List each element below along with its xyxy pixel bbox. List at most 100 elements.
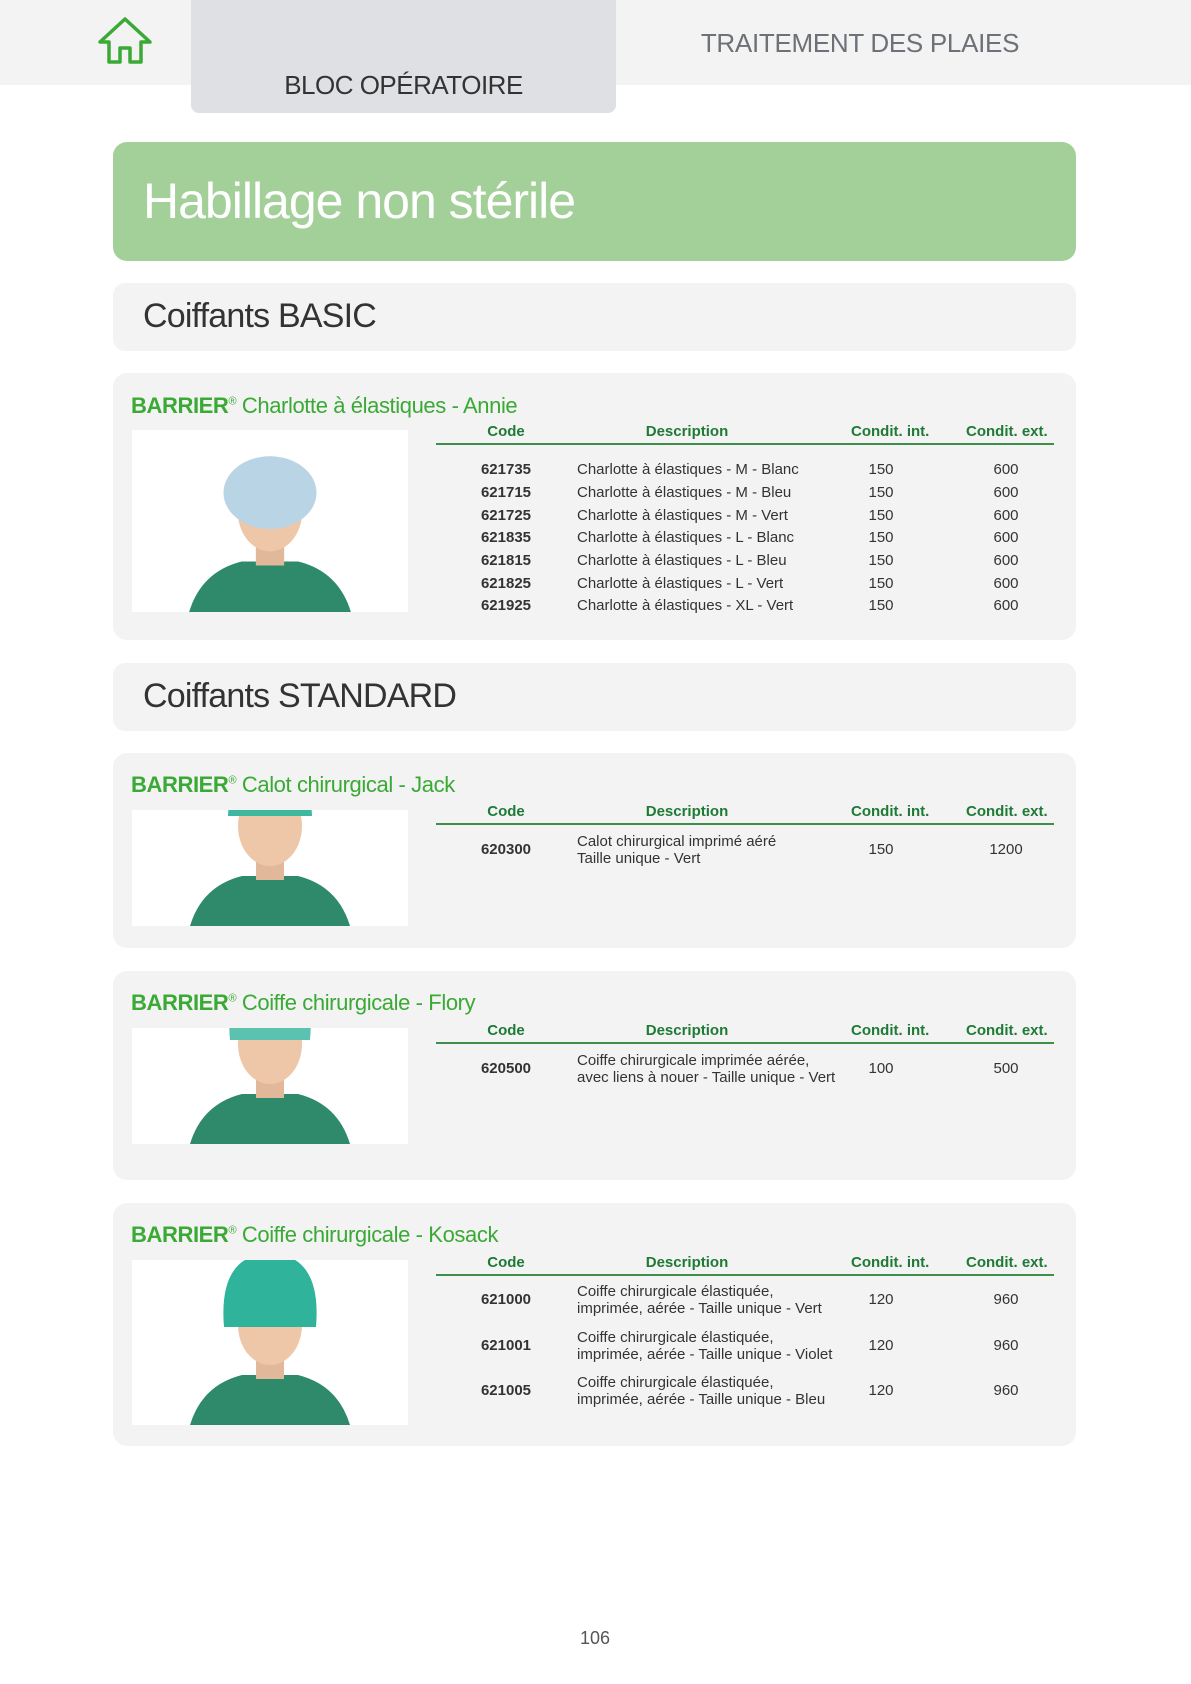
tab-bloc-operatoire[interactable]: BLOC OPÉRATOIRE: [191, 0, 616, 113]
column-header-cond-int: Condit. int.: [851, 1254, 930, 1271]
registered-mark: ®: [228, 395, 237, 408]
product-title: BARRIER® Calot chirurgical - Jack: [131, 772, 455, 798]
product-photo: [132, 810, 408, 926]
condit-ext: 600: [993, 552, 1019, 569]
description-line: imprimée, aérée - Taille unique - Bleu: [577, 1391, 826, 1408]
description-line: Coiffe chirurgicale élastiquée,: [577, 1374, 774, 1391]
product-name: Coiffe chirurgicale - Kosack: [241, 1222, 499, 1247]
product-description: Coiffe chirurgicale élastiquée, imprimée,…: [577, 1374, 825, 1408]
product-name: Charlotte à élastiques - Annie: [241, 393, 518, 418]
product-title: BARRIER® Coiffe chirurgicale - Flory: [131, 990, 476, 1016]
column-header-cond-int: Condit. int.: [851, 423, 930, 440]
product-description: Charlotte à élastiques - L - Vert: [577, 575, 783, 592]
product-code: 621000: [480, 1291, 532, 1308]
home-icon[interactable]: [96, 16, 154, 66]
column-header-cond-ext: Condit. ext.: [966, 423, 1048, 440]
column-header-description: Description: [645, 1022, 729, 1039]
page-title-banner: Habillage non stérile: [113, 142, 1076, 261]
product-description: Charlotte à élastiques - M - Bleu: [577, 484, 791, 501]
condit-int: 120: [868, 1337, 894, 1354]
description-line: Charlotte à élastiques - XL - Vert: [577, 597, 794, 614]
condit-ext: 960: [993, 1291, 1019, 1308]
product-card: BARRIER® Calot chirurgical - Jack Code Des…: [113, 753, 1076, 948]
column-header-cond-ext: Condit. ext.: [966, 1022, 1048, 1039]
condit-int: 150: [868, 507, 894, 524]
product-card: BARRIER® Charlotte à élastiques - Annie C…: [113, 373, 1076, 640]
category-header-basic: Coiffants BASIC: [113, 283, 1076, 351]
condit-ext: 600: [993, 507, 1019, 524]
description-line: Charlotte à élastiques - M - Bleu: [577, 484, 792, 501]
condit-ext: 600: [993, 484, 1019, 501]
product-description: Charlotte à élastiques - XL - Vert: [577, 597, 793, 614]
product-image: [132, 430, 408, 612]
condit-int: 150: [868, 461, 894, 478]
product-description: Charlotte à élastiques - L - Bleu: [577, 552, 787, 569]
condit-int: 150: [868, 841, 894, 858]
column-header-cond-ext: Condit. ext.: [966, 1254, 1048, 1271]
description-line: Charlotte à élastiques - L - Blanc: [577, 529, 795, 546]
product-code: 621001: [480, 1337, 532, 1354]
product-image: [132, 810, 408, 926]
table-header: Code Description Condit. int. Condit. ext.: [436, 423, 1054, 445]
product-card: BARRIER® Coiffe chirurgicale - Kosack Cod…: [113, 1203, 1076, 1446]
product-name: Coiffe chirurgicale - Flory: [241, 990, 476, 1015]
condit-int: 150: [868, 552, 894, 569]
product-description: Coiffe chirurgicale imprimée aérée, avec …: [577, 1052, 835, 1086]
product-code: 621715: [480, 484, 532, 501]
condit-ext: 500: [993, 1060, 1019, 1077]
condit-ext: 600: [993, 529, 1019, 546]
page-number: 106: [579, 1628, 611, 1648]
product-description: Charlotte à élastiques - L - Blanc: [577, 529, 794, 546]
brand-name: BARRIER: [131, 990, 229, 1015]
table-header: Code Description Condit. int. Condit. ext.: [436, 1022, 1054, 1044]
product-title: BARRIER® Charlotte à élastiques - Annie: [131, 393, 518, 419]
registered-mark: ®: [228, 1224, 237, 1237]
product-code: 621735: [480, 461, 532, 478]
condit-int: 150: [868, 597, 894, 614]
product-description: Calot chirurgical imprimé aéré Taille uni…: [577, 833, 776, 867]
column-header-cond-int: Condit. int.: [851, 803, 930, 820]
condit-int: 100: [868, 1060, 894, 1077]
description-line: Taille unique - Vert: [577, 850, 701, 867]
condit-ext: 600: [993, 597, 1019, 614]
condit-int: 120: [868, 1291, 894, 1308]
product-code: 620300: [480, 841, 532, 858]
category-title: Coiffants BASIC: [143, 297, 377, 335]
description-line: Charlotte à élastiques - M - Vert: [577, 507, 788, 524]
product-code: 621825: [480, 575, 532, 592]
table-header: Code Description Condit. int. Condit. ext.: [436, 803, 1054, 825]
column-header-code: Code: [487, 1254, 525, 1271]
brand-name: BARRIER: [131, 772, 229, 797]
description-line: Coiffe chirurgicale élastiquée,: [577, 1283, 774, 1300]
description-line: imprimée, aérée - Taille unique - Vert: [577, 1300, 822, 1317]
product-name: Calot chirurgical - Jack: [241, 772, 455, 797]
product-code: 620500: [480, 1060, 532, 1077]
description-line: imprimée, aérée - Taille unique - Violet: [577, 1346, 833, 1363]
product-description: Charlotte à élastiques - M - Blanc: [577, 461, 799, 478]
condit-int: 150: [868, 484, 894, 501]
column-header-cond-int: Condit. int.: [851, 1022, 930, 1039]
column-header-description: Description: [645, 1254, 729, 1271]
product-image: [132, 1028, 408, 1144]
column-header-cond-ext: Condit. ext.: [966, 803, 1048, 820]
product-description: Coiffe chirurgicale élastiquée, imprimée,…: [577, 1329, 832, 1363]
brand-name: BARRIER: [131, 1222, 229, 1247]
product-photo: [132, 1260, 408, 1425]
tab-traitement-des-plaies[interactable]: TRAITEMENT DES PLAIES: [700, 28, 1020, 58]
product-code: 621815: [480, 552, 532, 569]
column-header-description: Description: [645, 803, 729, 820]
product-description: Charlotte à élastiques - M - Vert: [577, 507, 788, 524]
brand-name: BARRIER: [131, 393, 229, 418]
registered-mark: ®: [228, 992, 237, 1005]
condit-ext: 1200: [989, 841, 1023, 858]
page-title: Habillage non stérile: [143, 173, 576, 229]
description-line: Charlotte à élastiques - M - Blanc: [577, 461, 799, 478]
condit-ext: 960: [993, 1337, 1019, 1354]
description-line: Calot chirurgical imprimé aéré: [577, 833, 777, 850]
category-header-standard: Coiffants STANDARD: [113, 663, 1076, 731]
product-description: Coiffe chirurgicale élastiquée, imprimée,…: [577, 1283, 822, 1317]
category-title: Coiffants STANDARD: [143, 677, 457, 715]
condit-ext: 960: [993, 1382, 1019, 1399]
condit-ext: 600: [993, 575, 1019, 592]
condit-int: 120: [868, 1382, 894, 1399]
